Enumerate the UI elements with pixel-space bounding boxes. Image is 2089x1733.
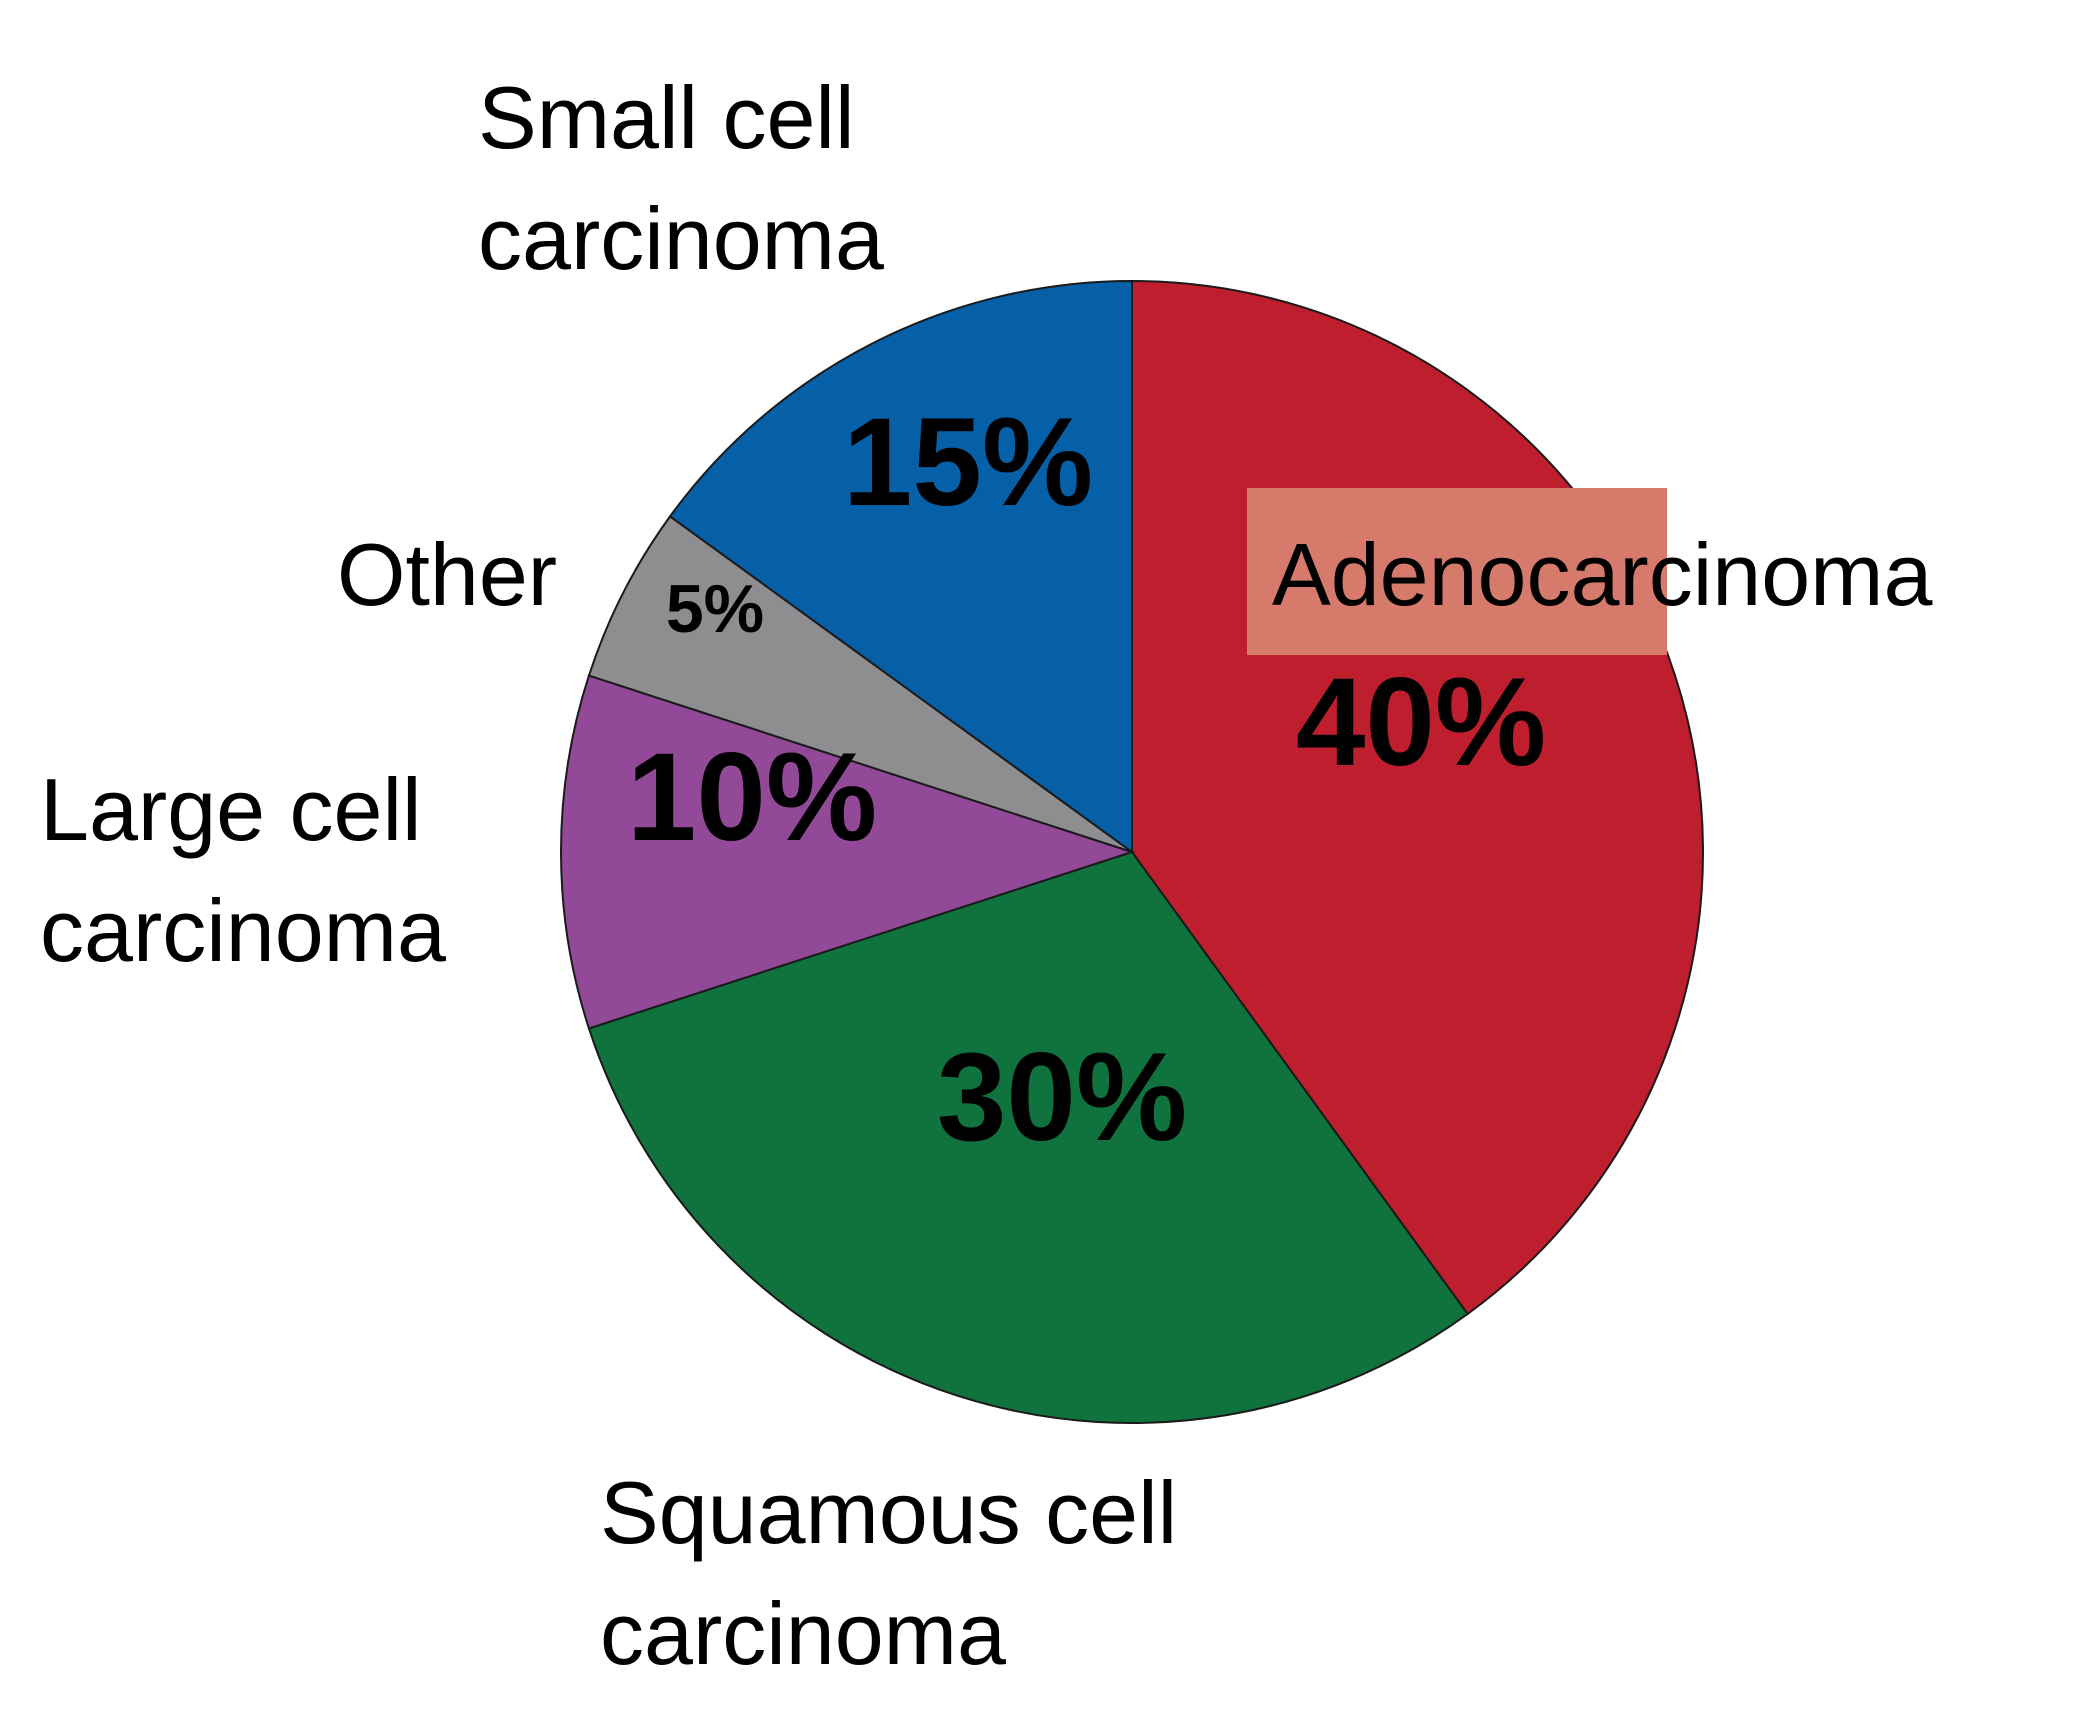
value-label-small-cell-carcinoma: 15% bbox=[843, 393, 1093, 532]
pie-slice-squamous-cell-carcinoma bbox=[587, 850, 1470, 1424]
category-label-line: Adenocarcinoma bbox=[1272, 525, 1932, 624]
pie-slice-other bbox=[587, 514, 1133, 853]
pie-slice-small-cell-carcinoma bbox=[668, 279, 1133, 854]
category-label-line: Large cell bbox=[40, 760, 422, 859]
category-label-large-cell-carcinoma: Large cell carcinoma bbox=[40, 760, 446, 980]
category-label-line: Small cell bbox=[478, 68, 855, 167]
category-label-small-cell-carcinoma: Small cell carcinoma bbox=[478, 68, 884, 288]
category-label-line: carcinoma bbox=[40, 881, 446, 980]
value-label-adenocarcinoma: 40% bbox=[1296, 653, 1546, 792]
category-label-line: Other bbox=[337, 525, 557, 624]
category-label-line: carcinoma bbox=[600, 1584, 1006, 1683]
adenocarcinoma-label-highlight bbox=[1247, 488, 1667, 655]
pie-labels: 40% Adenocarcinoma 30% Squamous cell carcino… bbox=[40, 68, 1932, 1683]
value-label-large-cell-carcinoma: 10% bbox=[627, 728, 877, 867]
category-label-adenocarcinoma: Adenocarcinoma bbox=[1272, 525, 1932, 624]
value-label-squamous-cell-carcinoma: 30% bbox=[937, 1028, 1187, 1167]
category-label-line: carcinoma bbox=[478, 189, 884, 288]
category-label-other: Other bbox=[337, 525, 557, 624]
pie-slice-large-cell-carcinoma bbox=[560, 674, 1136, 1030]
category-label-squamous-cell-carcinoma: Squamous cell carcinoma bbox=[600, 1463, 1177, 1683]
value-label-other: 5% bbox=[666, 571, 764, 647]
category-label-line: Squamous cell bbox=[600, 1463, 1177, 1562]
